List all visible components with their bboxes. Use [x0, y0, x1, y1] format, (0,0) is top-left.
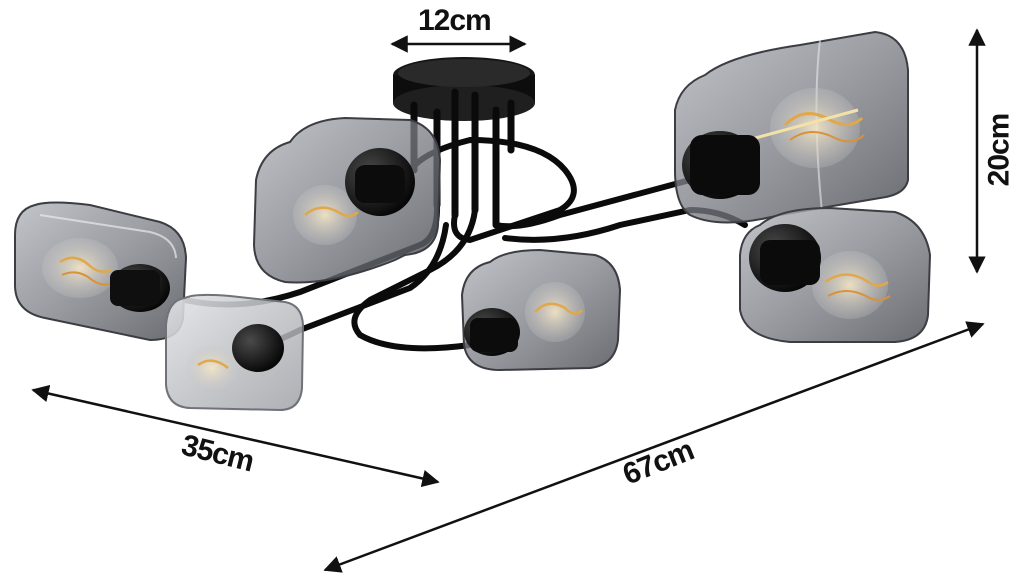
lamp-shade-front-center	[460, 248, 622, 372]
dimension-label-top-width: 12cm	[418, 4, 492, 37]
dimension-label-height: 20cm	[982, 113, 1016, 187]
lamp-shade-front-right	[739, 206, 932, 343]
lamp-arms	[182, 136, 748, 352]
dimension-arrow-width	[323, 321, 985, 573]
lamp-shade-back-left	[252, 116, 442, 284]
lamp-shade-back-right	[674, 30, 909, 224]
lamp-shade-far-left	[14, 201, 188, 342]
lamp-shade-front-left	[165, 293, 305, 412]
